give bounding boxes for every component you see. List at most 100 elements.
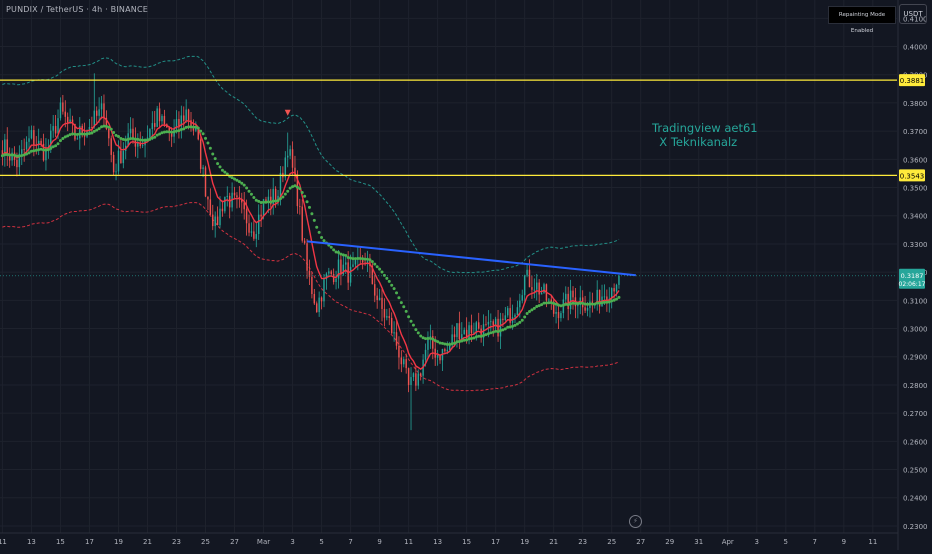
candle-body	[154, 123, 156, 127]
price-tick-label: 0.2500	[903, 467, 928, 475]
ema-slow-dot	[404, 309, 408, 313]
ema-slow-dot	[419, 334, 423, 338]
candle-body	[318, 297, 320, 313]
candle-body	[42, 143, 45, 161]
candle-body	[427, 336, 429, 350]
candle-body	[569, 290, 572, 310]
candle-body	[388, 316, 390, 318]
candle-body	[548, 299, 550, 301]
last-price-label: 0.3187	[901, 272, 924, 280]
candle-body	[243, 202, 245, 210]
ema-slow-dot	[363, 257, 367, 261]
time-axis[interactable]: 11 13 15 17 19 21 23 25 27 Mar 3 5 7 9 11 13 15 17 19 21 23 2…	[0, 538, 877, 546]
ema-slow-dot	[95, 128, 99, 132]
candle-body	[301, 206, 303, 241]
candle-body	[494, 318, 497, 326]
candle-body	[105, 117, 108, 129]
currency-button[interactable]: USDT	[899, 4, 927, 24]
ema-slow-dot	[349, 256, 353, 260]
ema-slow-dot	[167, 130, 171, 134]
upper-band-line	[2, 55, 620, 274]
ema-slow-dot	[356, 257, 360, 261]
candle-body	[340, 259, 342, 275]
candle-body	[473, 332, 475, 334]
candle-body	[499, 318, 502, 337]
ema-slow-dot	[448, 342, 452, 346]
ema-slow-dot	[158, 132, 162, 136]
candle-body	[209, 199, 212, 215]
candle-body	[178, 119, 180, 127]
ema-slow-dot	[286, 189, 290, 193]
price-tick-label: 0.3800	[903, 100, 928, 108]
ema-slow-dot	[230, 176, 234, 180]
candle-body	[371, 265, 374, 285]
candle-body	[279, 172, 282, 196]
candle-body	[52, 126, 54, 131]
drawings[interactable]	[0, 79, 897, 277]
ema-slow-dot	[170, 130, 174, 134]
candle-body	[444, 349, 446, 352]
candle-body	[50, 130, 52, 148]
candle-body	[410, 377, 412, 385]
ema-slow-dot	[259, 200, 263, 204]
ema-slow-dot	[100, 125, 104, 129]
ema-slow-dot	[617, 295, 621, 299]
ema-slow-dot	[92, 129, 96, 133]
candle-body	[374, 284, 376, 296]
price-tick-label: 0.3600	[903, 156, 928, 164]
time-tick-label: 11	[868, 538, 877, 546]
time-tick-label: 13	[433, 538, 442, 546]
candle-body	[296, 174, 299, 207]
candles[interactable]	[1, 73, 620, 431]
lightning-icon[interactable]: ⚡	[629, 515, 642, 528]
ema-slow-dot	[20, 153, 24, 157]
candle-body	[28, 138, 30, 142]
candle-body	[139, 142, 141, 147]
ema-slow-dot	[532, 306, 536, 310]
ema-slow-dot	[320, 236, 324, 240]
ema-slow-dot	[172, 130, 176, 134]
candle-body	[66, 116, 69, 123]
price-axis[interactable]: 0.2300 0.2400 0.2500 0.2600 0.2700 0.2800 0.29…	[903, 15, 928, 531]
ema-slow-dot	[399, 301, 403, 305]
trendline[interactable]	[306, 240, 636, 277]
ema-slow-dot	[293, 184, 297, 188]
ema-slow-dot	[218, 165, 222, 169]
ema-slow-dot	[409, 319, 413, 323]
ema-slow-dot	[10, 153, 14, 157]
ema-slow-dot	[112, 130, 116, 134]
watermark-line-1: Tradingview aet61	[652, 121, 758, 135]
candle-body	[129, 128, 132, 134]
ema-slow-dot	[612, 298, 616, 302]
ema-slow-dot	[600, 301, 604, 305]
candle-body	[250, 231, 253, 233]
time-tick-label: 27	[230, 538, 239, 546]
ema-slow-dot	[71, 132, 75, 136]
symbol-title[interactable]: PUNDIX / TetherUS · 4h · BINANCE	[6, 5, 148, 14]
candle-body	[241, 199, 243, 203]
candle-body	[552, 301, 555, 314]
ema-slow-dot	[300, 191, 304, 195]
candle-body	[439, 355, 441, 361]
candle-body	[354, 258, 357, 265]
ema-slow-dot	[269, 200, 273, 204]
candle-body	[175, 119, 178, 129]
ema-slow-dot	[353, 257, 357, 261]
ema-slow-dot	[523, 315, 527, 319]
ema-slow-dot	[498, 329, 502, 333]
ema-slow-dot	[593, 302, 597, 306]
ema-slow-dot	[566, 303, 570, 307]
ema-slow-dot	[220, 168, 224, 172]
candle-body	[16, 159, 18, 168]
candle-body	[572, 290, 574, 298]
time-tick-label: 23	[172, 538, 181, 546]
candle-body	[342, 264, 345, 275]
ema-slow-dot	[370, 260, 374, 264]
ema-slow-dot	[29, 149, 33, 153]
candle-body	[415, 373, 417, 386]
repainting-mode-badge[interactable]: Repainting Mode Enabled	[828, 6, 896, 34]
ema-slow-dot	[177, 129, 181, 133]
candle-body	[168, 127, 170, 134]
